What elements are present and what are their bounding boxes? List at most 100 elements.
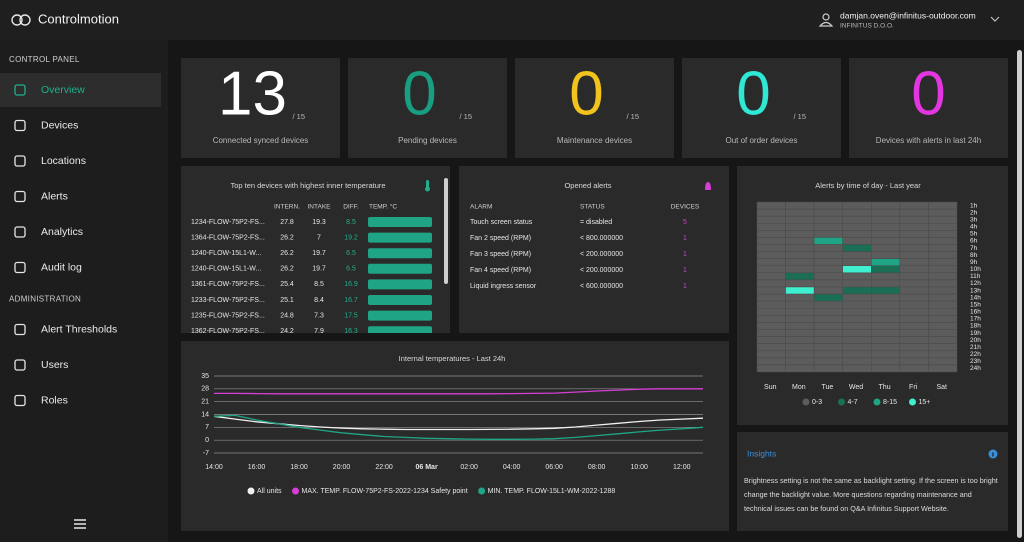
legend-label[interactable]: MAX. TEMP. FLOW-75P2-FS-2022-1234 Safety… <box>302 488 468 495</box>
heat-cell <box>928 258 958 266</box>
heat-cell <box>785 215 815 224</box>
heat-cell <box>928 300 958 309</box>
menu-toggle[interactable] <box>74 519 86 529</box>
legend-swatch[interactable] <box>247 487 255 495</box>
nav-item[interactable]: Overview <box>14 84 85 96</box>
legend-label[interactable]: 0-3 <box>812 399 822 406</box>
device-temp: 24.8 <box>280 312 294 319</box>
legend-swatch[interactable] <box>292 487 300 495</box>
nav-icon[interactable] <box>14 155 26 167</box>
alarm-name: Liquid ingress sensor <box>470 283 537 290</box>
legend-swatch[interactable] <box>909 398 916 406</box>
nav-item[interactable]: Devices <box>14 119 78 132</box>
nav-icon[interactable] <box>14 359 26 371</box>
user-icon[interactable] <box>818 21 834 27</box>
nav-item[interactable]: Locations <box>14 155 86 167</box>
nav-icon[interactable] <box>14 190 26 203</box>
nav-icon[interactable] <box>14 84 26 96</box>
heat-cell <box>899 223 929 231</box>
device-temp: 16.9 <box>344 281 358 288</box>
nav-label[interactable]: Audit log <box>41 261 82 273</box>
insights-text: Brightness setting is not the same as ba… <box>744 476 998 513</box>
heat-cell <box>928 308 958 316</box>
nav-label[interactable]: Roles <box>41 394 68 406</box>
nav-section-title: ADMINISTRATION <box>9 295 81 304</box>
heat-cell <box>871 215 901 224</box>
heat-cell <box>899 279 929 288</box>
heat-cell <box>813 357 843 366</box>
nav-item[interactable]: Alert Thresholds <box>14 323 117 336</box>
stat-value: 0 <box>911 59 945 128</box>
legend-swatch[interactable] <box>838 398 845 406</box>
legend-swatch[interactable] <box>802 398 810 406</box>
device-temp: 19.7 <box>312 266 326 273</box>
legend-label[interactable]: 8-15 <box>883 399 897 406</box>
legend-label[interactable]: 15+ <box>919 399 931 406</box>
series-line <box>214 388 703 395</box>
heat-cell <box>842 357 872 366</box>
heat-cell <box>756 343 786 351</box>
heat-cell <box>871 230 901 238</box>
heat-cell <box>871 343 901 351</box>
legend-swatch[interactable] <box>478 487 486 495</box>
user-icon[interactable] <box>822 13 830 21</box>
user-email[interactable]: damjan.oven@infinitus-outdoor.com <box>840 10 976 20</box>
nav-item[interactable]: Users <box>14 359 68 371</box>
stat-label: Devices with alerts in last 24h <box>876 136 981 145</box>
heat-cell <box>756 293 786 302</box>
heat-cell <box>871 223 901 231</box>
heat-cell <box>785 315 815 323</box>
heat-cell <box>756 279 786 288</box>
heat-cell <box>813 293 843 302</box>
heat-cell <box>813 322 843 330</box>
legend-label[interactable]: All units <box>257 488 282 495</box>
nav-icon[interactable] <box>14 119 26 132</box>
heat-cell <box>899 322 929 330</box>
nav-icon[interactable] <box>14 261 26 274</box>
nav-icon[interactable] <box>14 323 26 336</box>
column-header: INTERN. <box>274 204 300 211</box>
legend-label[interactable]: MIN. TEMP. FLOW-15L1-WM-2022-1288 <box>488 488 616 495</box>
heat-cell <box>899 208 929 217</box>
bell-icon <box>705 182 711 190</box>
stat-card <box>181 58 340 158</box>
device-temp: 26.2 <box>280 234 294 241</box>
nav-label[interactable]: Users <box>41 359 68 371</box>
dropdown-chevron[interactable] <box>990 16 1000 22</box>
heat-cell <box>899 201 929 210</box>
nav-item[interactable]: Roles <box>14 394 68 407</box>
heat-cell <box>871 364 901 373</box>
nav-label[interactable]: Analytics <box>41 226 83 238</box>
nav-item[interactable]: Alerts <box>14 190 68 203</box>
heat-cell <box>899 286 929 295</box>
heat-cell <box>785 329 815 337</box>
device-temp: 8.5 <box>314 281 324 288</box>
legend-label[interactable]: 4-7 <box>848 399 858 406</box>
nav-label[interactable]: Alerts <box>41 190 68 202</box>
column-header: TEMP. °C <box>369 203 397 211</box>
device-temp: 8.4 <box>314 297 324 304</box>
heat-cell <box>785 230 815 238</box>
heat-cell <box>785 251 815 259</box>
heat-cell <box>899 265 929 274</box>
scrollbar-thumb[interactable] <box>444 178 448 284</box>
legend-swatch[interactable] <box>873 398 881 406</box>
nav-item[interactable]: Audit log <box>14 261 82 274</box>
heat-cell <box>785 350 815 359</box>
nav-icon[interactable] <box>14 394 26 407</box>
nav-item[interactable]: Analytics <box>14 226 83 238</box>
nav-label[interactable]: Locations <box>41 155 86 167</box>
nav-label[interactable]: Overview <box>41 84 85 96</box>
heat-cell <box>813 230 843 238</box>
heat-cell <box>899 336 929 344</box>
page-scrollbar[interactable] <box>1017 50 1022 538</box>
temp-bar <box>368 232 432 243</box>
device-temp: 26.2 <box>280 266 294 273</box>
nav-label[interactable]: Devices <box>41 119 78 131</box>
nav-icon[interactable] <box>14 226 26 238</box>
heat-cell <box>842 215 872 224</box>
x-label: Thu <box>879 384 891 391</box>
nav-label[interactable]: Alert Thresholds <box>41 323 117 335</box>
heat-cell <box>756 350 786 359</box>
